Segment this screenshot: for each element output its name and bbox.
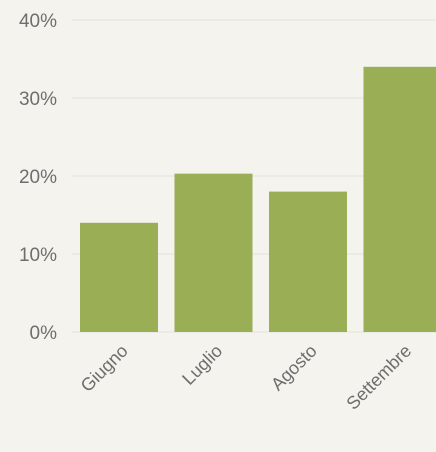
x-tick-label: Agosto (267, 341, 321, 395)
y-axis: 0% 10% 20% 30% 40% (19, 11, 57, 344)
y-tick-label: 30% (19, 89, 57, 110)
x-tick-label: Giugno (77, 341, 132, 396)
y-tick-label: 10% (19, 245, 57, 266)
bar-giugno (80, 222, 158, 332)
bar-settembre (363, 66, 436, 333)
bars (80, 66, 436, 333)
y-tick-label: 0% (30, 323, 58, 344)
y-tick-label: 20% (19, 167, 57, 188)
x-tick-label: Settembre (342, 341, 415, 414)
bar-agosto (269, 191, 347, 332)
x-tick-label: Luglio (178, 341, 226, 389)
bar-luglio (174, 173, 253, 332)
y-tick-label: 40% (19, 11, 57, 32)
x-axis: Giugno Luglio Agosto Settembre (77, 341, 416, 414)
